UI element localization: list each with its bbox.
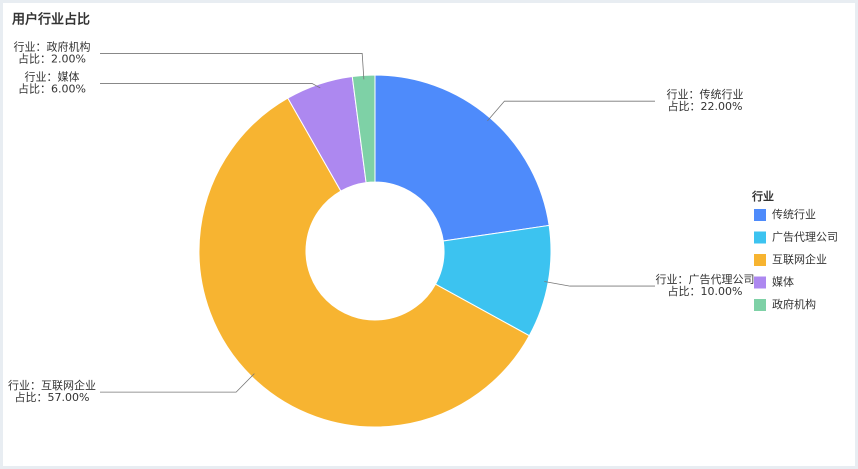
- legend-title: 行业: [751, 189, 774, 203]
- slice: [351, 74, 376, 184]
- slice: [374, 74, 550, 242]
- label-value: 10.00%: [701, 285, 743, 298]
- data-label: 占比：57.00%: [15, 390, 90, 404]
- leader-line: [100, 373, 255, 393]
- data-label: 行业：媒体: [25, 69, 80, 83]
- leader-line: [100, 83, 321, 89]
- label-prefix: 占比：: [15, 390, 48, 404]
- data-label: 行业：传统行业: [667, 88, 744, 101]
- data-label: 占比：2.00%: [18, 51, 86, 65]
- label-prefix: 行业：: [656, 273, 689, 286]
- label-prefix: 占比：: [668, 99, 701, 113]
- legend-swatch: [754, 254, 766, 266]
- label-category: 广告代理公司: [689, 273, 755, 286]
- label-value: 6.00%: [51, 82, 86, 95]
- legend-label: 传统行业: [772, 208, 816, 221]
- label-prefix: 占比：: [18, 81, 51, 95]
- label-value: 2.00%: [51, 52, 86, 65]
- legend-label: 媒体: [772, 275, 794, 289]
- legend-label: 互联网企业: [772, 252, 827, 266]
- leader-line: [100, 53, 365, 80]
- label-category: 政府机构: [47, 39, 91, 53]
- label-value: 57.00%: [48, 391, 90, 404]
- leader-line: [487, 100, 655, 122]
- label-prefix: 行业：: [25, 70, 58, 83]
- data-label: 行业：互联网企业: [8, 378, 96, 392]
- label-value: 22.00%: [701, 100, 743, 113]
- label-category: 媒体: [58, 69, 80, 83]
- chart-title: 用户行业占比: [11, 12, 90, 28]
- label-prefix: 占比：: [668, 284, 701, 298]
- label-prefix: 行业：: [667, 88, 700, 101]
- legend-swatch: [754, 276, 766, 289]
- label-prefix: 占比：: [18, 51, 51, 65]
- label-prefix: 行业：: [14, 40, 47, 53]
- slice: [198, 97, 530, 428]
- legend-swatch: [754, 231, 766, 244]
- label-category: 传统行业: [700, 88, 744, 101]
- legend-swatch: [754, 299, 766, 311]
- legend-swatch: [754, 209, 766, 221]
- leader-line: [544, 281, 655, 287]
- label-prefix: 行业：: [8, 379, 41, 392]
- label-category: 互联网企业: [41, 378, 96, 392]
- data-label: 占比：22.00%: [668, 99, 743, 113]
- data-label: 占比：10.00%: [668, 284, 743, 298]
- data-label: 占比：6.00%: [18, 81, 86, 95]
- data-label: 行业：政府机构: [14, 39, 91, 53]
- legend-label: 广告代理公司: [772, 231, 838, 244]
- data-label: 行业：广告代理公司: [656, 273, 755, 286]
- legend-label: 政府机构: [772, 297, 816, 311]
